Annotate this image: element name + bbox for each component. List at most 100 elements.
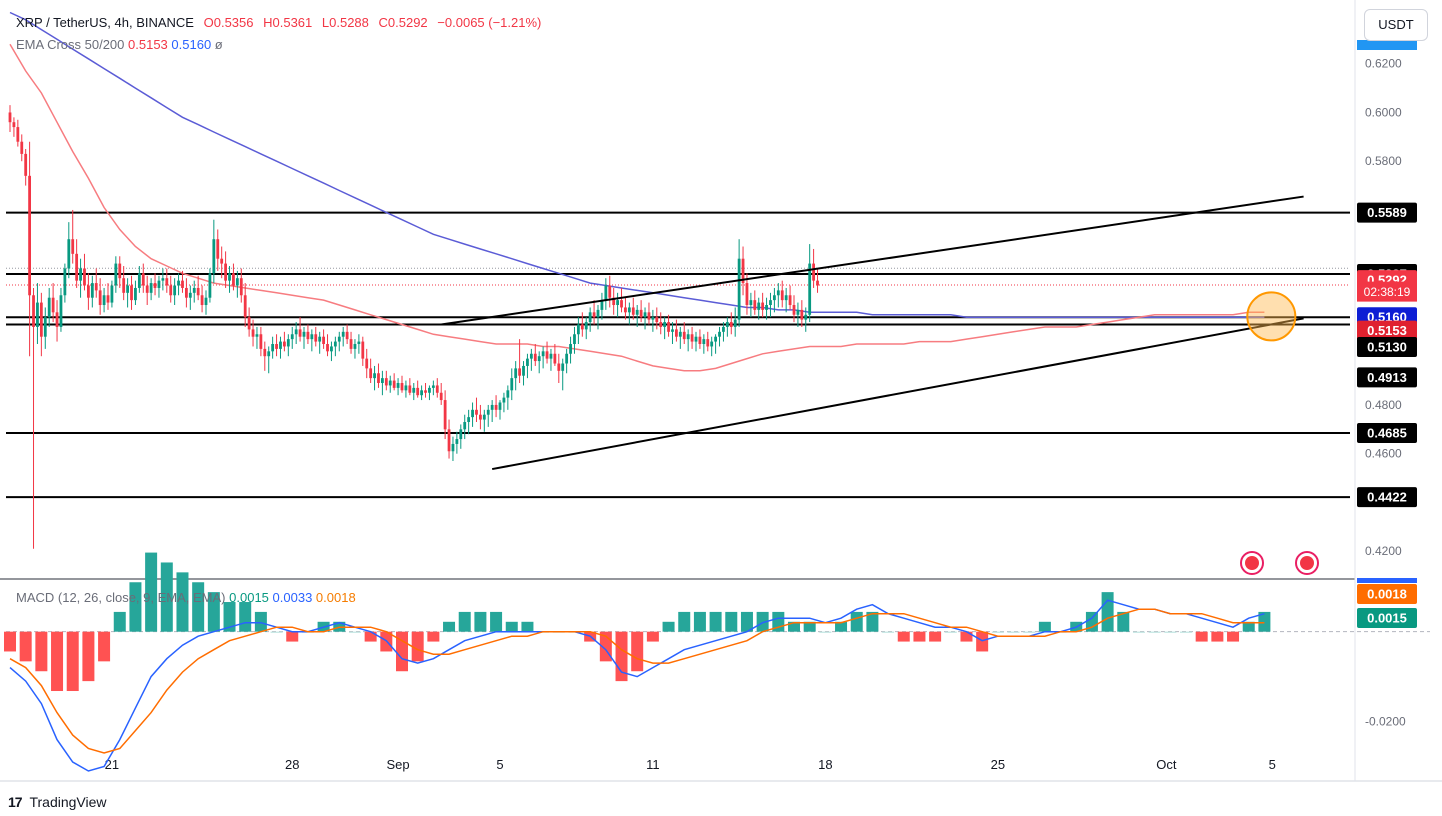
candle-body: [333, 341, 337, 347]
macd-histogram-bar: [192, 582, 205, 632]
candle-body: [435, 385, 439, 393]
trendline-channel-upper: [441, 195, 1304, 326]
candle-body: [220, 258, 224, 264]
currency-button[interactable]: USDT: [1364, 9, 1428, 41]
candle-body: [486, 409, 490, 415]
candle-body: [298, 329, 302, 337]
time-tick-label: Sep: [387, 757, 410, 772]
candle-body: [788, 295, 792, 306]
candle-body: [51, 297, 55, 313]
candle-body: [169, 285, 173, 296]
macd-histogram-bar: [646, 631, 659, 642]
candle-body: [675, 329, 678, 337]
ema-legend-label[interactable]: EMA Cross 50/200: [16, 37, 125, 52]
candle-body: [514, 368, 518, 379]
macd-histogram-bar: [145, 552, 158, 632]
change-value: −0.0065 (−1.21%): [437, 15, 542, 30]
candle-body: [122, 278, 126, 293]
macd-histogram-bar: [521, 621, 534, 632]
macd-histogram-bar: [270, 631, 283, 633]
candle-body: [761, 302, 765, 310]
macd-histogram-bar: [207, 592, 220, 632]
candle-body: [475, 409, 478, 415]
candle-body: [275, 344, 278, 349]
price-label-signal: [1357, 584, 1417, 604]
candle-body: [94, 283, 98, 291]
candle-body: [392, 380, 396, 388]
candle-body: [87, 285, 90, 298]
macd-histogram-bar: [443, 621, 456, 632]
macd-line-label-peek: [1357, 578, 1417, 583]
hidden-icon[interactable]: ø: [214, 37, 223, 52]
macd-histogram-bar: [82, 631, 95, 682]
candle-body: [90, 283, 94, 298]
candle-body: [639, 309, 643, 318]
candle-body: [510, 378, 514, 391]
candle-body: [349, 339, 353, 349]
candle-body: [678, 331, 682, 337]
macd-histogram-bar: [1164, 631, 1177, 633]
time-tick-label: 18: [818, 757, 832, 772]
macd-histogram-bar: [458, 611, 471, 632]
candle-body: [506, 390, 510, 398]
candle-body: [722, 326, 725, 332]
price-tick-label: 0.6000: [1365, 105, 1402, 119]
macd-histogram-bar: [725, 611, 738, 632]
candle-body: [204, 297, 208, 306]
macd-legend-label[interactable]: MACD (12, 26, close, 9, EMA, EMA): [16, 590, 226, 605]
candle-body: [55, 312, 59, 327]
candle-body: [537, 356, 541, 362]
candle-body: [251, 329, 255, 337]
macd-histogram-bar: [866, 611, 879, 632]
candle-body: [553, 353, 557, 364]
macd-histogram-bar: [803, 621, 816, 632]
candle-body: [290, 334, 294, 340]
macd-histogram-bar: [631, 631, 644, 672]
macd-histogram-bar: [850, 611, 863, 632]
tradingview-brand[interactable]: 17 TradingView: [8, 794, 107, 810]
price-label-level: [1357, 336, 1417, 357]
candle-body: [345, 331, 349, 340]
macd-histogram-bar: [991, 631, 1004, 633]
us-flag-icon-inner: [1300, 556, 1314, 570]
candle-body: [529, 353, 533, 359]
time-tick-label: 25: [991, 757, 1005, 772]
macd-histogram-bar: [1148, 631, 1161, 633]
candle-body: [408, 385, 412, 393]
macd-histogram-bar: [897, 631, 910, 642]
candle-body: [749, 300, 753, 306]
candle-body: [733, 319, 737, 327]
macd-histogram-bar: [929, 631, 942, 642]
candle-body: [522, 365, 525, 376]
candle-body: [631, 307, 635, 315]
symbol-legend: XRP / TetherUS, 4h, BINANCE O0.5356 H0.5…: [16, 15, 547, 30]
macd-histogram-bar: [662, 621, 675, 632]
candle-body: [353, 344, 357, 349]
candle-body: [737, 258, 741, 320]
candle-body: [604, 285, 608, 301]
candle-body: [412, 387, 416, 393]
ema50-line: [9, 43, 1265, 372]
candle-body: [130, 285, 133, 301]
macd-histogram-bar: [709, 611, 722, 632]
candle-body: [451, 443, 455, 452]
symbol-title[interactable]: XRP / TetherUS, 4h, BINANCE: [16, 15, 194, 30]
candle-body: [545, 351, 549, 359]
candle-body: [314, 334, 318, 342]
candle-body: [765, 305, 768, 310]
candle-body: [161, 278, 165, 281]
candle-body: [134, 287, 137, 301]
candle-body: [318, 336, 322, 342]
price-label-text: 0.5130: [1367, 339, 1407, 354]
time-tick-label: 5: [1269, 757, 1276, 772]
candle-body: [322, 336, 325, 345]
candle-body: [63, 268, 67, 296]
macd-hist-value: 0.0015: [229, 590, 269, 605]
price-label-text: 0.4913: [1367, 370, 1407, 385]
macd-histogram-bar: [427, 631, 440, 642]
candle-body: [757, 302, 761, 310]
macd-histogram-bar: [1180, 631, 1192, 633]
candle-body: [671, 329, 674, 332]
candle-body: [718, 331, 721, 337]
